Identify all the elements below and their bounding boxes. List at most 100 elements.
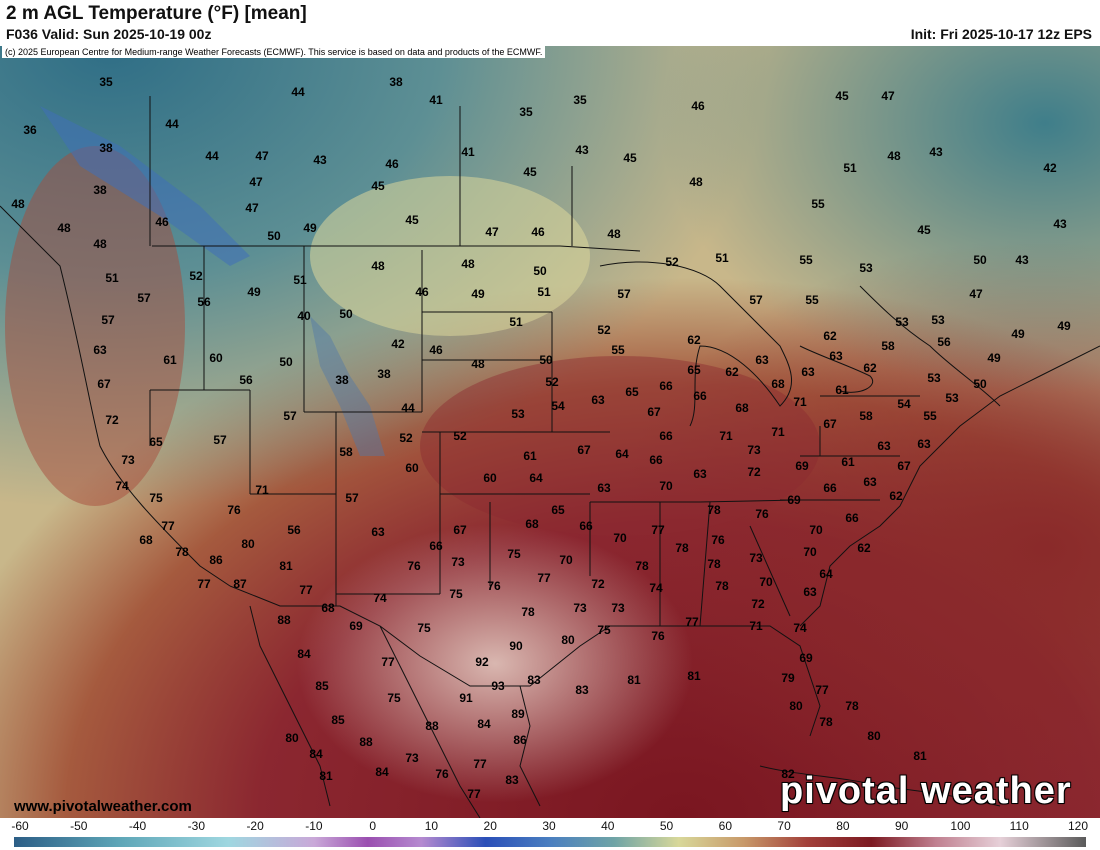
temperature-label: 71 — [793, 395, 807, 409]
temperature-label: 43 — [313, 153, 327, 167]
temperature-label: 68 — [771, 377, 785, 391]
temperature-label: 40 — [297, 309, 311, 323]
temperature-label: 66 — [579, 519, 593, 533]
temperature-label: 45 — [371, 179, 385, 193]
temperature-label: 85 — [331, 713, 345, 727]
temperature-label: 93 — [491, 679, 505, 693]
temperature-label: 74 — [373, 591, 387, 605]
colorbar-tick-label: 100 — [950, 819, 971, 833]
temperature-label: 47 — [969, 287, 983, 301]
temperature-label: 77 — [685, 615, 699, 629]
temperature-label: 83 — [575, 683, 589, 697]
temperature-label: 49 — [987, 351, 1001, 365]
temperature-label: 66 — [845, 511, 859, 525]
temperature-label: 78 — [819, 715, 833, 729]
temperature-label: 69 — [795, 459, 809, 473]
temperature-label: 78 — [707, 557, 721, 571]
colorbar-tick-label: 0 — [369, 819, 376, 833]
temperature-label: 58 — [881, 339, 895, 353]
temperature-label: 44 — [291, 85, 305, 99]
temperature-label: 78 — [707, 503, 721, 517]
temperature-label: 89 — [511, 707, 525, 721]
temperature-label: 51 — [843, 161, 857, 175]
temperature-label: 48 — [93, 237, 107, 251]
temperature-label: 46 — [385, 157, 399, 171]
temperature-label: 51 — [293, 273, 307, 287]
temperature-label: 56 — [239, 373, 253, 387]
temperature-label: 82 — [781, 767, 795, 781]
temperature-label: 55 — [923, 409, 937, 423]
temperature-label: 66 — [659, 429, 673, 443]
temperature-label: 56 — [287, 523, 301, 537]
temperature-label: 49 — [471, 287, 485, 301]
temperature-label: 73 — [121, 453, 135, 467]
temperature-label: 55 — [811, 197, 825, 211]
temperature-label: 91 — [459, 691, 473, 705]
temperature-label: 77 — [473, 757, 487, 771]
temperature-label: 74 — [115, 479, 129, 493]
temperature-label: 87 — [233, 577, 247, 591]
temperature-label: 71 — [771, 425, 785, 439]
temperature-label: 45 — [405, 213, 419, 227]
temperature-label: 52 — [399, 431, 413, 445]
temperature-label: 78 — [521, 605, 535, 619]
temperature-label: 81 — [319, 769, 333, 783]
temperature-label: 49 — [1011, 327, 1025, 341]
temperature-label: 50 — [973, 377, 987, 391]
temperature-label: 74 — [793, 621, 807, 635]
temperature-label: 72 — [591, 577, 605, 591]
temperature-label: 61 — [163, 353, 177, 367]
temperature-label: 70 — [803, 545, 817, 559]
temperature-label: 70 — [613, 531, 627, 545]
temperature-label: 72 — [751, 597, 765, 611]
temperature-label: 67 — [823, 417, 837, 431]
temperature-label: 67 — [577, 443, 591, 457]
temperature-label: 63 — [801, 365, 815, 379]
temperature-label: 64 — [615, 447, 629, 461]
temperature-label: 88 — [359, 735, 373, 749]
colorbar: -60 -50 -40 -30 -20 -10 0 10 20 30 40 50 60 70 80 90 100… — [0, 818, 1100, 850]
temperature-label: 63 — [917, 437, 931, 451]
temperature-label: 42 — [391, 337, 405, 351]
temperature-label: 51 — [715, 251, 729, 265]
temperature-label: 48 — [371, 259, 385, 273]
temperature-label: 67 — [897, 459, 911, 473]
temperature-label: 61 — [841, 455, 855, 469]
temperature-label: 43 — [1015, 253, 1029, 267]
temperature-label: 68 — [321, 601, 335, 615]
temperature-label: 60 — [405, 461, 419, 475]
temperature-label: 77 — [651, 523, 665, 537]
map-title: 2 m AGL Temperature (°F) [mean] — [6, 3, 307, 24]
temperature-label: 35 — [99, 75, 113, 89]
colorbar-tick-label: 90 — [894, 819, 909, 833]
temperature-label: 80 — [285, 731, 299, 745]
temperature-label: 61 — [523, 449, 537, 463]
temperature-label: 63 — [877, 439, 891, 453]
temperature-label: 46 — [691, 99, 705, 113]
temperature-label: 78 — [845, 699, 859, 713]
temperature-map[interactable]: (c) 2025 European Centre for Medium-rang… — [0, 46, 1100, 818]
temperature-label: 65 — [149, 435, 163, 449]
temperature-label: 50 — [533, 264, 547, 278]
temperature-label: 78 — [635, 559, 649, 573]
temperature-label: 69 — [787, 493, 801, 507]
temperature-label: 75 — [417, 621, 431, 635]
temperature-label: 48 — [57, 221, 71, 235]
temperature-label: 70 — [659, 479, 673, 493]
temperature-label: 75 — [449, 587, 463, 601]
temperature-label: 56 — [937, 335, 951, 349]
pivotal-weather-logo: pivotal weather — [780, 770, 1072, 812]
temperature-label: 38 — [93, 183, 107, 197]
temperature-label: 48 — [11, 197, 25, 211]
temperature-label: 88 — [277, 613, 291, 627]
temperature-label: 46 — [429, 343, 443, 357]
temperature-label: 45 — [523, 165, 537, 179]
temperature-label: 62 — [687, 333, 701, 347]
site-url[interactable]: www.pivotalweather.com — [14, 798, 192, 815]
temperature-label: 68 — [525, 517, 539, 531]
temperature-label: 38 — [99, 141, 113, 155]
temperature-label: 77 — [381, 655, 395, 669]
temperature-label: 50 — [539, 353, 553, 367]
colorbar-tick-label: 50 — [659, 819, 674, 833]
temperature-label: 54 — [897, 397, 911, 411]
